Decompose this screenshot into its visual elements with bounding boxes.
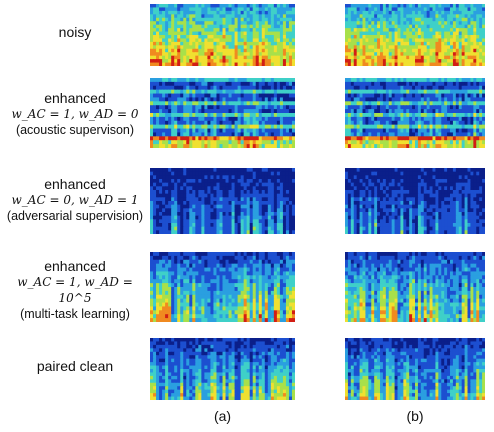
spectrogram-acoustic-a bbox=[150, 78, 295, 148]
row-label-adversarial: enhanced w_AC = 0, w_AD = 1 (adversarial s… bbox=[0, 176, 150, 224]
row-label-multitask: enhanced w_AC = 1, w_AD = 10^5 (multi-task… bbox=[0, 258, 150, 322]
row-label-noisy: noisy bbox=[0, 24, 150, 40]
spectrogram-clean-b bbox=[345, 338, 485, 400]
row-formula: w_AC = 1, w_AD = 10^5 bbox=[17, 275, 133, 305]
row-title: noisy bbox=[58, 24, 92, 40]
spectrogram-clean-a bbox=[150, 338, 295, 400]
row-formula: w_AC = 1, w_AD = 0 bbox=[11, 107, 139, 121]
spectrogram-acoustic-b bbox=[345, 78, 485, 148]
row-title: enhanced bbox=[44, 90, 106, 106]
spectrogram-adversarial-a bbox=[150, 168, 295, 234]
row-title: enhanced bbox=[44, 258, 106, 274]
row-label-clean: paired clean bbox=[0, 358, 150, 374]
spectrogram-multitask-a bbox=[150, 252, 295, 322]
row-description: (adversarial supervision) bbox=[6, 209, 144, 223]
row-title: paired clean bbox=[36, 358, 114, 374]
spectrogram-multitask-b bbox=[345, 252, 485, 322]
row-title: enhanced bbox=[44, 176, 106, 192]
row-label-acoustic: enhanced w_AC = 1, w_AD = 0 (acoustic supe… bbox=[0, 90, 150, 138]
row-formula: w_AC = 0, w_AD = 1 bbox=[11, 193, 139, 207]
spectrogram-adversarial-b bbox=[345, 168, 485, 234]
row-description: (acoustic supervison) bbox=[15, 123, 135, 137]
spectrogram-noisy-a bbox=[150, 4, 295, 66]
column-label-b: (b) bbox=[406, 408, 424, 424]
column-label-a: (a) bbox=[213, 408, 232, 424]
spectrogram-noisy-b bbox=[345, 4, 485, 66]
row-description: (multi-task learning) bbox=[20, 307, 130, 321]
